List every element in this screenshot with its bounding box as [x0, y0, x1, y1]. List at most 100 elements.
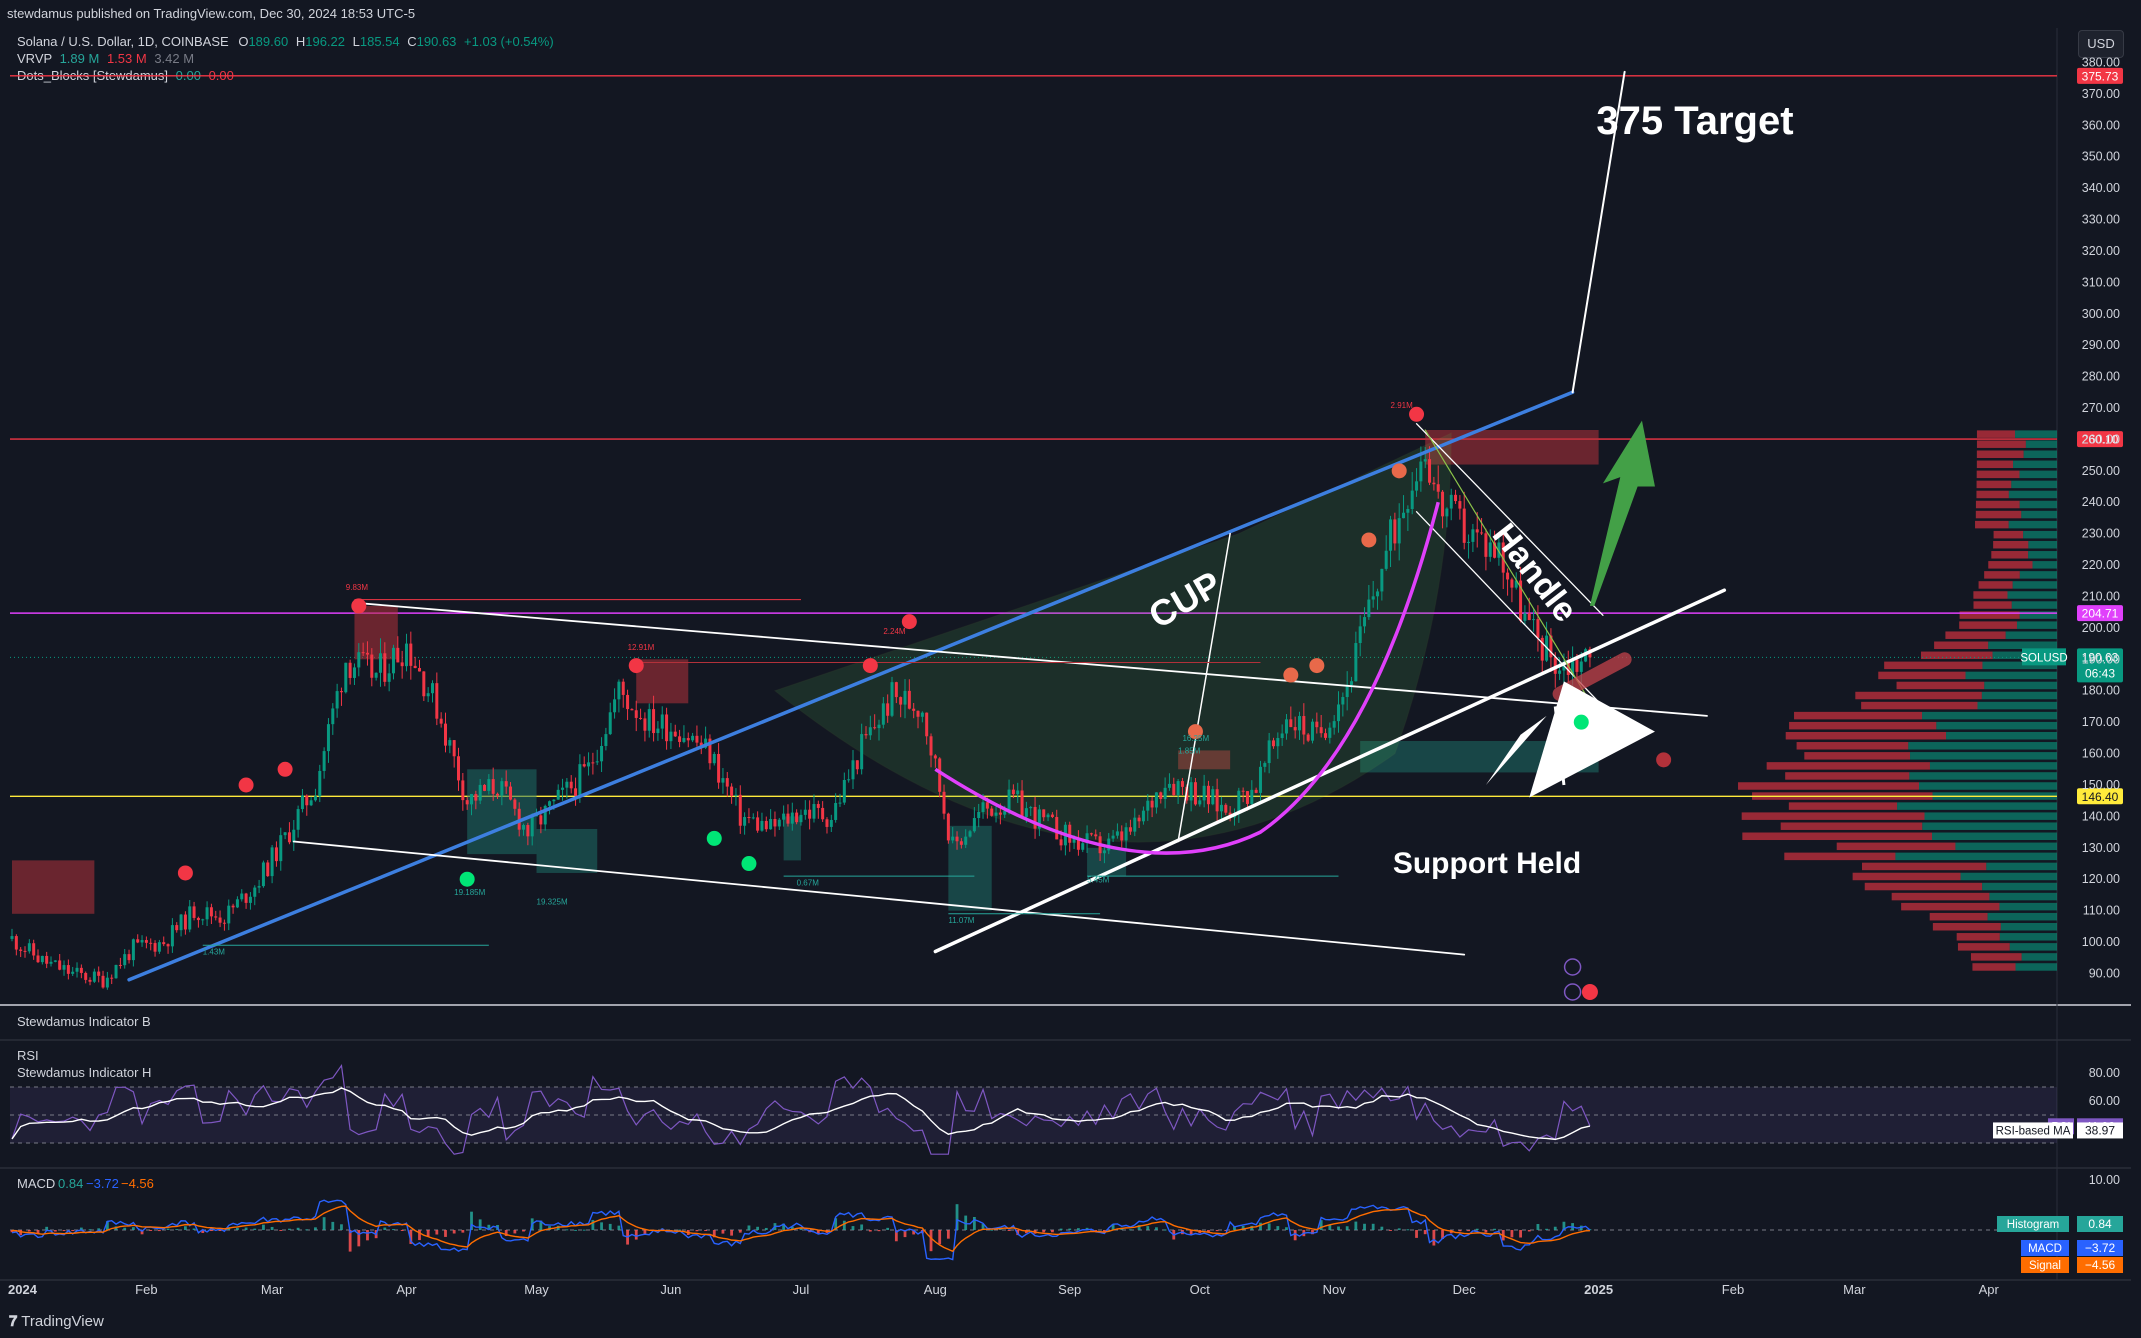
- vp-bar-sell: [1929, 912, 1988, 921]
- candle-body: [959, 841, 963, 845]
- candle-body: [92, 971, 96, 982]
- macd-histogram-bar: [912, 1230, 916, 1235]
- vp-bar-sell: [1932, 922, 2001, 931]
- price-tick-label: 340.00: [2082, 181, 2120, 195]
- vp-bar-buy: [2016, 621, 2057, 629]
- candle-body: [738, 794, 742, 826]
- candle-body: [257, 886, 261, 888]
- trend-line-drawings: [127, 70, 1727, 982]
- candle-body: [886, 703, 890, 716]
- signal-dot: [1187, 724, 1203, 740]
- macd-histogram-bar: [929, 1230, 933, 1252]
- macd-value-badge: [2077, 1257, 2123, 1273]
- candle-body: [1167, 783, 1171, 788]
- macd-histogram-bar: [504, 1230, 508, 1237]
- macd-histogram-bar: [1085, 1227, 1089, 1230]
- price-tick-label: 200.00: [2082, 621, 2120, 635]
- candle-body: [75, 967, 79, 972]
- level-badge-label: 146.40: [2082, 790, 2119, 804]
- vp-bar-sell: [1975, 500, 2020, 509]
- candle-body: [998, 812, 1002, 815]
- candle-body: [1510, 579, 1514, 588]
- candle-body: [756, 817, 760, 831]
- macd-histogram-bar: [1155, 1227, 1158, 1230]
- candle-body: [968, 831, 972, 837]
- ohlc-open: O189.60: [238, 34, 289, 49]
- volume-label: 11.07M: [948, 916, 974, 925]
- price-axis[interactable]: 380.00 370.00 360.00 350.00 340.00 330.00 320.…: [2082, 55, 2120, 980]
- macd-histogram-bar: [140, 1230, 144, 1235]
- rsi-legend-name: RSI-based MA: [1996, 1125, 2071, 1137]
- vp-bar-buy: [2019, 571, 2057, 579]
- macd-histogram-bar: [565, 1229, 569, 1231]
- candle-body: [162, 942, 166, 945]
- candle-body: [413, 665, 417, 669]
- candle-body: [1050, 814, 1054, 818]
- candle-body: [287, 832, 291, 843]
- price-tick-label: 220.00: [2082, 558, 2120, 572]
- candle-body: [855, 760, 859, 770]
- candle-body: [14, 936, 18, 950]
- vp-bar-sell: [1993, 530, 2024, 539]
- cup-curve: [934, 501, 1440, 855]
- macd-histogram-bar: [1475, 1228, 1479, 1230]
- currency-button[interactable]: USD: [2078, 30, 2124, 58]
- candle-body: [665, 714, 669, 742]
- macd-histogram-bar: [1250, 1225, 1254, 1230]
- macd-histogram-bar: [782, 1223, 786, 1230]
- macd-header-value: −3.72: [86, 1176, 119, 1191]
- candle-body: [127, 954, 131, 961]
- candle-body: [916, 710, 920, 717]
- macd-histogram-bar: [210, 1230, 213, 1231]
- macd-histogram-bar: [1111, 1224, 1115, 1230]
- vp-bar-buy: [2009, 943, 2057, 951]
- candle-body: [66, 965, 70, 974]
- macd-legend-name: Histogram: [2007, 1219, 2059, 1231]
- candle-body: [1258, 766, 1262, 793]
- macd-histogram-bar: [88, 1229, 92, 1231]
- candle-body: [1163, 787, 1167, 800]
- candle-body: [1415, 481, 1419, 491]
- candle-body: [500, 781, 504, 796]
- candle-body: [643, 718, 647, 731]
- candle-body: [136, 939, 140, 943]
- time-tick-label: Oct: [1190, 1282, 1211, 1297]
- tradingview-logo[interactable]: 𝟕 TradingView: [9, 1312, 104, 1330]
- ohlc-change: +1.03 (+0.54%): [464, 34, 554, 49]
- candle-body: [365, 652, 369, 655]
- candle-body: [760, 820, 764, 831]
- candle-body: [296, 809, 300, 830]
- cup-rim-line: [1177, 532, 1231, 843]
- candle-body: [522, 825, 526, 830]
- candle-body: [326, 724, 330, 752]
- level-badge-label: 204.71: [2082, 607, 2119, 621]
- signal-dot: [741, 856, 757, 872]
- candle-body: [1007, 789, 1011, 811]
- rsi-line: [11, 1063, 1591, 1155]
- candle-body: [370, 654, 374, 678]
- candle-body: [470, 794, 474, 805]
- candle-body: [652, 709, 656, 734]
- candle-body: [32, 943, 36, 956]
- price-tick-label: 210.00: [2082, 589, 2120, 603]
- macd-histogram-bar: [1007, 1230, 1011, 1231]
- vp-bar-buy: [1986, 862, 2057, 871]
- candle-body: [300, 795, 304, 810]
- candle-body: [235, 899, 239, 908]
- candle-body: [1102, 850, 1106, 854]
- candle-body: [1315, 721, 1319, 728]
- candle-body: [1263, 763, 1267, 767]
- macd-histogram-bar: [990, 1229, 994, 1231]
- candle-body: [721, 778, 725, 783]
- candle-body: [1137, 817, 1141, 822]
- vp-bar-sell: [1976, 490, 2009, 499]
- macd-value-label: 0.84: [2088, 1217, 2112, 1231]
- candle-body: [1536, 619, 1540, 638]
- time-tick-label: 2025: [1584, 1282, 1613, 1297]
- time-axis[interactable]: 2024 Feb Mar Apr May Jun Jul Aug Sep Oct Nov Dec 202…: [8, 1282, 2000, 1297]
- vp-bar-sell: [1957, 943, 2010, 951]
- candle-body: [58, 960, 62, 970]
- candle-body: [1120, 831, 1124, 841]
- candle-body: [426, 693, 430, 697]
